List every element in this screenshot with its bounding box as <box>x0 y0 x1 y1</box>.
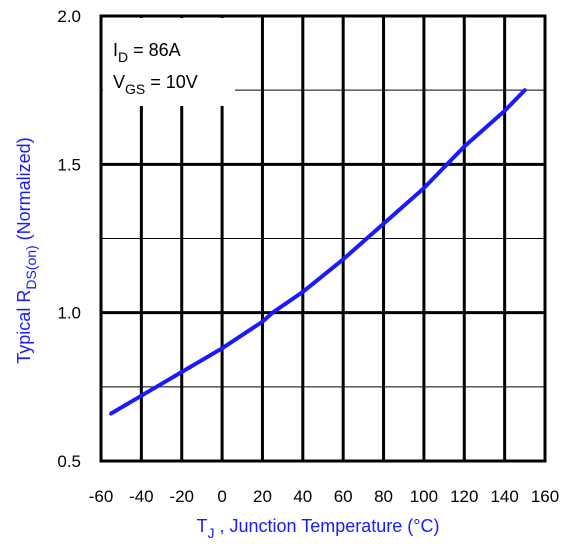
x-tick-label: 60 <box>334 487 353 506</box>
x-tick-label: -20 <box>169 487 194 506</box>
x-tick-label: -40 <box>129 487 154 506</box>
x-axis-label: TJ , Junction Temperature (°C) <box>197 516 440 541</box>
x-tick-label: 120 <box>450 487 478 506</box>
y-tick-label: 0.5 <box>57 452 81 471</box>
x-tick-label: 140 <box>490 487 518 506</box>
x-tick-label: -60 <box>89 487 114 506</box>
x-tick-label: 40 <box>293 487 312 506</box>
x-tick-label: 100 <box>410 487 438 506</box>
x-tick-label: 80 <box>374 487 393 506</box>
x-tick-label: 0 <box>217 487 226 506</box>
data-series <box>109 88 527 416</box>
y-tick-label: 1.5 <box>57 155 81 174</box>
y-tick-labels: 0.5 1.0 1.5 2.0 <box>57 7 81 471</box>
annotation-drain-current: ID = 86A <box>113 40 181 65</box>
y-tick-label: 1.0 <box>57 304 81 323</box>
y-tick-label: 2.0 <box>57 7 81 26</box>
annotation-background <box>103 18 235 106</box>
annotation-gate-voltage: VGS = 10V <box>113 72 198 97</box>
x-tick-label: 160 <box>531 487 559 506</box>
x-tick-labels: -60 -40 -20 0 20 40 60 80 100 120 140 160 <box>89 487 559 506</box>
x-tick-label: 20 <box>253 487 272 506</box>
y-axis-label: Typical RDS(on) (Normalized) <box>14 137 39 363</box>
series-line <box>109 88 527 416</box>
plot-frame <box>99 14 547 463</box>
